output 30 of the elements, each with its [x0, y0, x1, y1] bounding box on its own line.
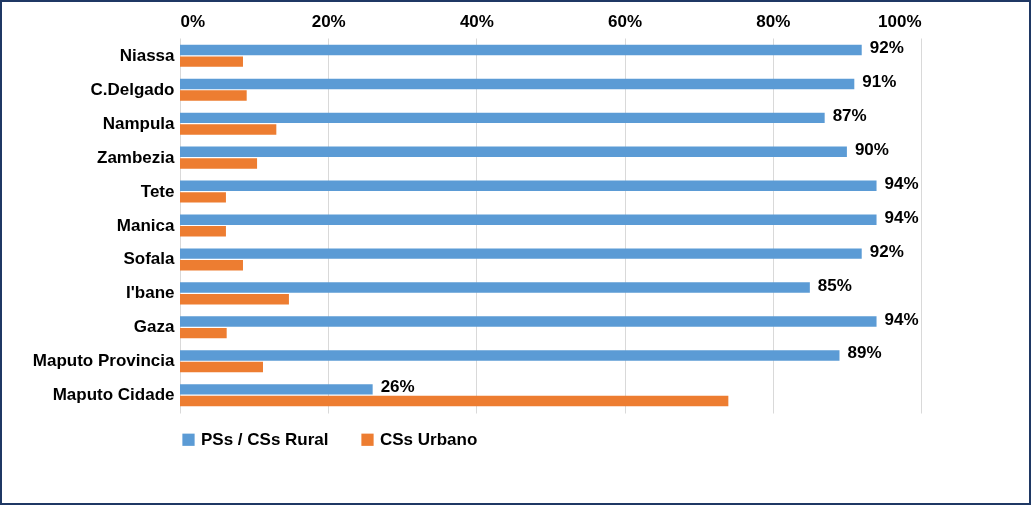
x-tick-label: 20% — [311, 11, 346, 31]
legend-label: CSs Urbano — [380, 429, 478, 449]
y-tick-label: Nampula — [102, 113, 176, 133]
data-label: 85% — [817, 275, 852, 295]
data-label: 89% — [847, 343, 882, 363]
data-label: 94% — [884, 309, 919, 329]
data-label: 26% — [380, 377, 415, 397]
data-label: 94% — [884, 207, 919, 227]
y-tick-label: Zambezia — [97, 147, 176, 167]
x-tick-label: 40% — [459, 11, 494, 31]
y-tick-label: Maputo Cidade — [52, 385, 175, 405]
data-label: 92% — [869, 241, 904, 261]
x-tick-label: 0% — [180, 11, 206, 31]
x-tick-label: 60% — [608, 11, 643, 31]
legend-label: PSs / CSs Rural — [201, 429, 329, 449]
y-tick-label: I'bane — [126, 283, 175, 303]
data-label: 92% — [869, 38, 904, 58]
y-tick-label: Maputo Provincia — [32, 351, 176, 371]
data-label: 90% — [854, 139, 889, 159]
data-label: 94% — [884, 173, 919, 193]
x-tick-label: 80% — [756, 11, 791, 31]
data-label: 87% — [832, 105, 867, 125]
y-tick-label: C.Delgado — [90, 79, 175, 99]
data-label: 91% — [862, 71, 897, 91]
y-tick-label: Gaza — [133, 317, 176, 337]
y-tick-label: Sofala — [123, 249, 176, 269]
y-tick-label: Niassa — [119, 45, 176, 65]
y-tick-label: Manica — [116, 215, 176, 235]
x-tick-label: 100% — [878, 11, 922, 31]
y-tick-label: Tete — [140, 181, 175, 201]
